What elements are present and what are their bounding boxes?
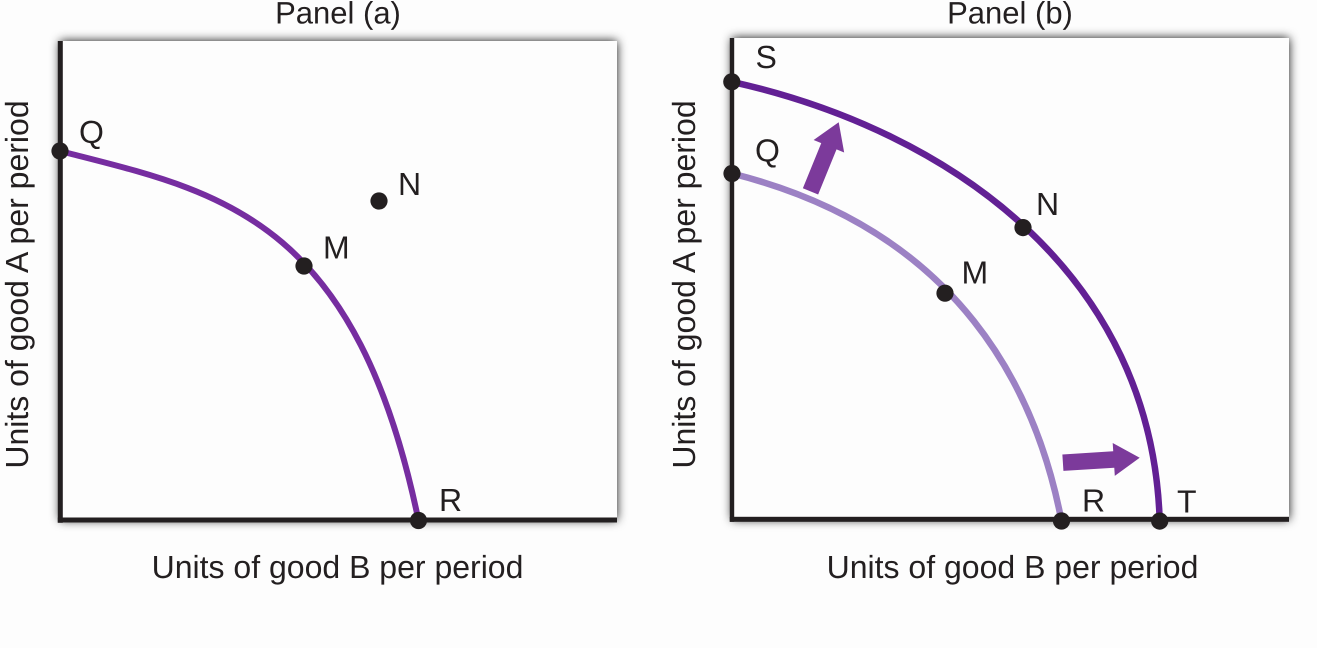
svg-text:N: N bbox=[398, 166, 421, 202]
svg-text:Units of good A per period: Units of good A per period bbox=[0, 100, 35, 468]
svg-text:M: M bbox=[962, 255, 989, 291]
svg-text:S: S bbox=[756, 39, 777, 75]
svg-text:R: R bbox=[1082, 483, 1105, 519]
svg-text:Q: Q bbox=[79, 114, 104, 150]
svg-text:Panel (b): Panel (b) bbox=[947, 0, 1073, 31]
svg-text:T: T bbox=[1177, 484, 1197, 520]
svg-text:Panel (a): Panel (a) bbox=[275, 0, 401, 31]
svg-text:Units of good A per period: Units of good A per period bbox=[666, 100, 702, 468]
svg-text:Units of good B per period: Units of good B per period bbox=[827, 549, 1199, 585]
svg-text:R: R bbox=[439, 482, 462, 518]
svg-text:N: N bbox=[1036, 186, 1059, 222]
svg-text:Units of good B per period: Units of good B per period bbox=[152, 549, 524, 585]
svg-text:M: M bbox=[323, 230, 350, 266]
svg-text:Q: Q bbox=[755, 133, 780, 169]
